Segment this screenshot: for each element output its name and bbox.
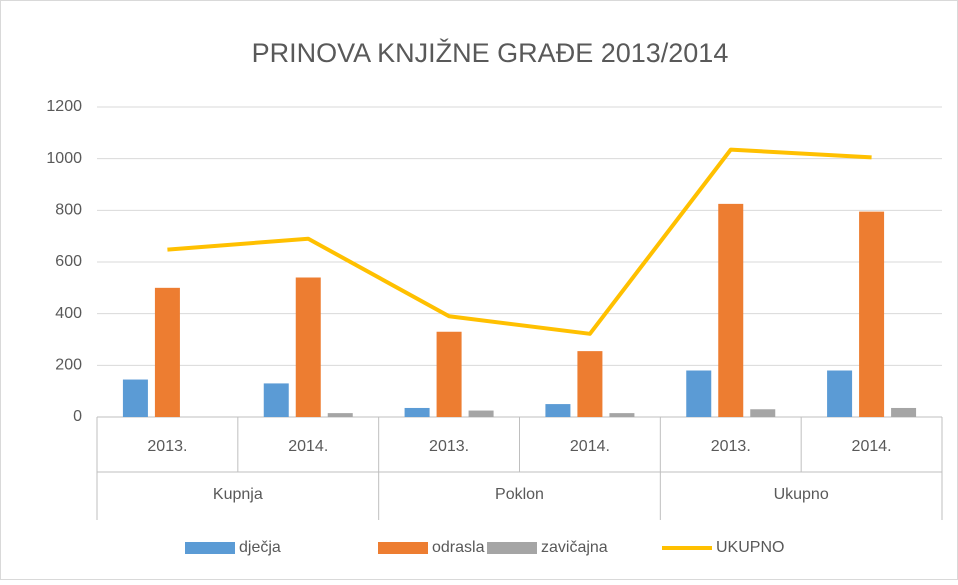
bar (154, 287, 180, 417)
legend-label: UKUPNO (716, 539, 784, 556)
legend-swatch (378, 542, 428, 554)
legend-label: odrasla (432, 539, 485, 556)
group-label: Ukupno (774, 486, 829, 503)
legend-label: dječja (239, 539, 281, 556)
bar (686, 370, 712, 417)
bar (468, 410, 494, 417)
bar (545, 404, 571, 417)
bar (609, 413, 635, 417)
y-tick-label: 1200 (46, 98, 82, 115)
x-tick-label: 2014. (852, 438, 892, 455)
bar (327, 413, 353, 417)
x-tick-label: 2013. (429, 438, 469, 455)
y-tick-label: 800 (55, 202, 82, 219)
y-tick-label: 1000 (46, 150, 82, 167)
bar (295, 277, 321, 417)
bar (891, 407, 917, 417)
bar (718, 203, 744, 417)
x-tick-label: 2014. (288, 438, 328, 455)
bar (750, 409, 776, 417)
group-label: Poklon (495, 486, 544, 503)
bar (122, 379, 148, 417)
chart-title: PRINOVA KNJIŽNE GRAĐE 2013/2014 (252, 37, 729, 68)
bar (263, 383, 289, 417)
y-tick-label: 200 (55, 357, 82, 374)
legend-swatch (185, 542, 235, 554)
line (167, 147, 872, 336)
bar (436, 331, 462, 417)
group-label: Kupnja (213, 486, 263, 503)
y-tick-label: 600 (55, 253, 82, 270)
y-tick-label: 400 (55, 305, 82, 322)
legend-swatch (487, 542, 537, 554)
x-tick-label: 2013. (147, 438, 187, 455)
y-tick-label: 0 (73, 408, 82, 425)
bar (827, 370, 853, 417)
bar (577, 351, 603, 417)
bar (404, 407, 430, 417)
x-tick-label: 2013. (711, 438, 751, 455)
legend-label: zavičajna (541, 539, 608, 556)
x-tick-label: 2014. (570, 438, 610, 455)
bar (859, 211, 885, 417)
